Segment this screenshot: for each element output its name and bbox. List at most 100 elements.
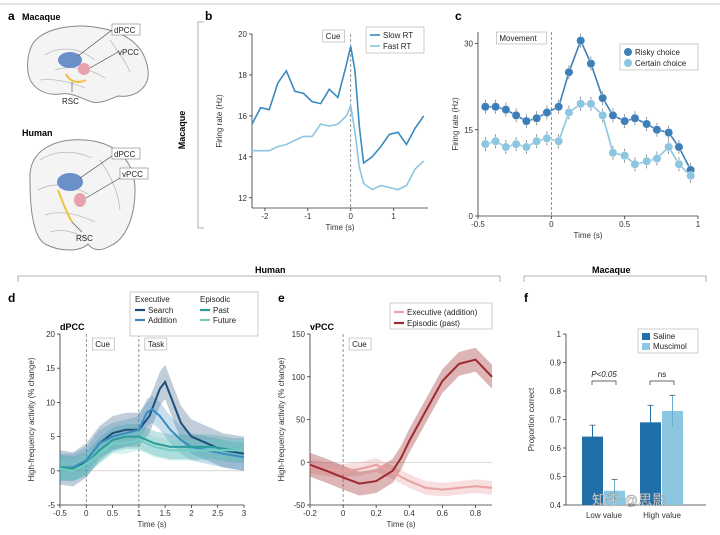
macaque-side-bracket	[197, 21, 204, 229]
panel-c-letter: c	[455, 9, 462, 23]
f-ytick-label: 0.5	[550, 473, 562, 482]
human-rsc-label: RSC	[76, 234, 93, 243]
e-ytick-label: 50	[296, 416, 305, 425]
d-cue-label: Cue	[95, 340, 110, 349]
c-ytick-label: 15	[464, 126, 473, 135]
b-ytick-label: 18	[238, 71, 247, 80]
macaque-title: Macaque	[22, 12, 61, 22]
d-xtick-label: 0.5	[107, 509, 119, 518]
c-point-risky	[642, 119, 652, 129]
b-xtick-label: 1	[391, 212, 396, 221]
macaque-dpcc-region	[58, 52, 82, 68]
d-xlabel: Time (s)	[137, 520, 166, 529]
c-ylabel: Firing rate (Hz)	[451, 97, 460, 151]
human-dpcc-box	[111, 147, 141, 160]
c-point-certain	[620, 151, 630, 161]
f-ytick-label: 0.6	[550, 444, 562, 453]
d-cue-box	[92, 337, 115, 351]
d-legend-box	[129, 291, 259, 337]
e-legend-label: Executive (addition)	[407, 308, 478, 317]
d-xtick-label: 1	[137, 509, 142, 518]
c-point-certain	[686, 171, 696, 181]
c-point-risky	[664, 128, 674, 138]
c-point-risky	[564, 67, 574, 77]
macaque-side-label: Macaque	[177, 111, 187, 150]
e-legend-box	[389, 302, 493, 330]
e-xtick-label: 0	[341, 509, 346, 518]
d-band	[60, 429, 244, 482]
f-legend-label: Muscimol	[653, 342, 687, 351]
b-series-fast-rt	[252, 102, 425, 191]
c-point-certain	[511, 139, 521, 149]
c-point-certain	[608, 148, 618, 158]
b-xlabel: Time (s)	[325, 223, 354, 232]
c-legend-swatch	[624, 59, 632, 67]
panel-a-letter: a	[8, 9, 15, 23]
d-series-addition	[60, 407, 245, 469]
f-sig-bracket-low	[591, 380, 617, 385]
macaque-vpcc-label: vPCC	[118, 48, 139, 57]
macaque-vpcc-region	[78, 63, 90, 75]
f-sig-bracket-high	[649, 380, 675, 385]
c-xtick-label: 1	[696, 220, 701, 229]
c-point-certain	[501, 142, 511, 152]
c-point-certain	[630, 159, 640, 169]
macaque-dpcc-label: dPCC	[114, 26, 136, 35]
c-point-certain	[480, 139, 490, 149]
macaque-brain	[27, 25, 149, 103]
f-sig-low-label: P<0.05	[591, 370, 617, 379]
e-ytick-label: 100	[292, 373, 306, 382]
d-xtick-label: 3	[242, 509, 247, 518]
d-ytick-label: 10	[46, 398, 55, 407]
c-point-certain	[554, 136, 564, 146]
e-xlabel: Time (s)	[386, 520, 415, 529]
b-legend-label: Fast RT	[383, 42, 411, 51]
b-cue-box	[322, 29, 345, 43]
c-point-risky	[620, 116, 630, 126]
e-ytick-label: 150	[292, 330, 306, 339]
c-point-risky	[511, 110, 521, 120]
human-rsc-pointer	[71, 221, 83, 233]
e-ytick-label: -50	[293, 501, 305, 510]
human-bracket	[17, 275, 501, 282]
panel-f-letter: f	[524, 291, 529, 305]
panel-d-letter: d	[8, 291, 15, 305]
d-xtick-label: -0.5	[53, 509, 67, 518]
c-ytick-label: 0	[469, 212, 474, 221]
macaque-header: Macaque	[592, 265, 631, 275]
e-xtick-label: 0.6	[437, 509, 449, 518]
c-point-risky	[630, 113, 640, 123]
c-legend-label: Risky choice	[635, 48, 680, 57]
e-cue-box	[348, 337, 372, 351]
f-ytick-label: 0.7	[550, 416, 562, 425]
e-series-episodic	[309, 358, 493, 485]
e-xtick-label: 0.2	[371, 509, 383, 518]
b-legend-box	[365, 26, 425, 54]
watermark: 知乎 @思影	[592, 492, 666, 508]
d-xtick-label: 2.5	[212, 509, 224, 518]
d-xtick-label: 0	[84, 509, 89, 518]
macaque-dpcc-pointer	[77, 29, 113, 57]
f-bar-saline	[640, 422, 661, 505]
d-ytick-label: -5	[48, 501, 56, 510]
b-legend-label: Slow RT	[383, 31, 413, 40]
f-category-label: Low value	[586, 511, 623, 520]
d-band	[60, 395, 244, 482]
human-vpcc-box	[119, 167, 149, 180]
c-point-certain	[542, 133, 552, 143]
macaque-dpcc-box	[111, 23, 141, 36]
d-series-future	[59, 438, 244, 472]
d-task-label: Task	[148, 340, 165, 349]
d-task-box	[144, 337, 168, 351]
human-dpcc-pointer	[79, 155, 113, 179]
f-legend-swatch	[642, 343, 650, 350]
b-xtick-label: 0	[349, 212, 354, 221]
c-point-risky	[576, 36, 586, 46]
d-xtick-label: 1.5	[160, 509, 172, 518]
e-xtick-label: -0.2	[303, 509, 317, 518]
f-category-label: High value	[643, 511, 681, 520]
d-ytick-label: 15	[46, 364, 55, 373]
f-ytick-label: 0.9	[550, 359, 562, 368]
c-point-certain	[564, 108, 574, 117]
human-dpcc-region	[57, 173, 83, 191]
